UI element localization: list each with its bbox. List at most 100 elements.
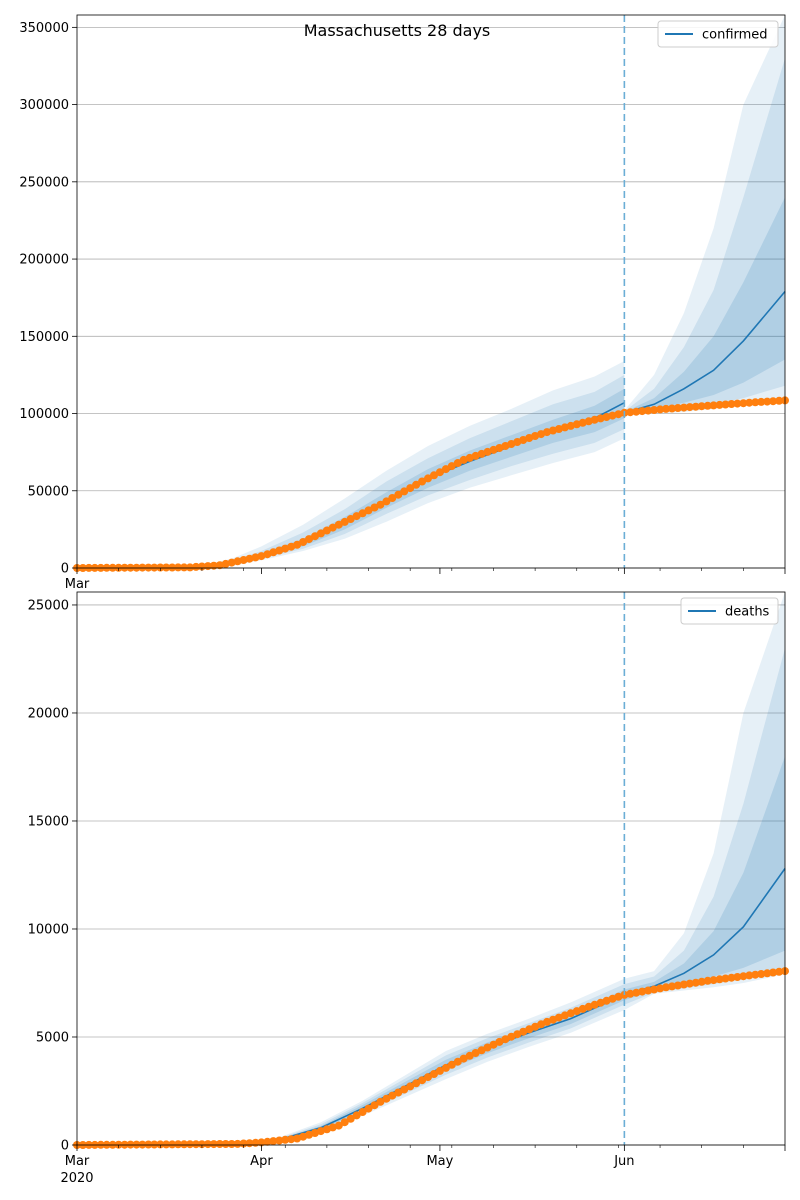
- deaths-observed-point: [263, 1137, 272, 1146]
- deaths-observed-point: [382, 1094, 391, 1103]
- deaths-x-tick-label: Jun: [613, 1154, 634, 1169]
- deaths-observed-point: [709, 976, 718, 985]
- confirmed-legend: confirmed: [657, 20, 779, 48]
- confirmed-observed-point: [418, 477, 427, 486]
- confirmed-observed-point: [281, 544, 290, 553]
- confirmed-observed-point: [668, 404, 676, 413]
- confirmed-observed-point: [745, 398, 754, 407]
- deaths-axes-frame: [76, 591, 786, 1146]
- confirmed-observed-point: [340, 517, 349, 526]
- deaths-x-tick-label: Mar: [65, 1154, 90, 1169]
- deaths-observed-point: [507, 1032, 516, 1041]
- confirmed-observed-point: [566, 421, 575, 430]
- confirmed-observed-point: [299, 538, 308, 546]
- deaths-observed-point: [364, 1104, 373, 1113]
- deaths-observed-point: [305, 1130, 313, 1139]
- deaths-observed: [73, 967, 789, 1149]
- confirmed-y-tick-label: 250000: [19, 175, 69, 190]
- confirmed-x-axis: Mar: [65, 568, 786, 592]
- deaths-observed-point: [239, 1139, 248, 1148]
- deaths-observed-point: [632, 988, 641, 997]
- deaths-y-tick-label: 15000: [28, 814, 69, 829]
- confirmed-observed-point: [769, 397, 778, 406]
- deaths-y-tick-label: 20000: [28, 706, 69, 721]
- confirmed-observed-point: [150, 563, 159, 572]
- confirmed-observed-point: [578, 418, 587, 427]
- deaths-observed-point: [233, 1139, 242, 1148]
- deaths-observed-point: [180, 1140, 189, 1149]
- confirmed-observed-point: [328, 523, 337, 532]
- deaths-observed-point: [209, 1140, 218, 1149]
- deaths-observed-point: [203, 1140, 212, 1149]
- deaths-observed-point: [281, 1135, 290, 1144]
- deaths-observed-point: [221, 1140, 230, 1148]
- confirmed-observed-point: [447, 462, 456, 471]
- confirmed-band-3: [190, 361, 625, 568]
- confirmed-observed-point: [424, 474, 432, 483]
- confirmed-observed-point: [293, 540, 302, 549]
- deaths-observed-point: [739, 972, 748, 981]
- deaths-legend-box: [680, 597, 779, 625]
- confirmed-observed-point: [168, 563, 177, 572]
- deaths-y-tick-label: 5000: [36, 1030, 69, 1045]
- confirmed-observed-point: [614, 410, 623, 419]
- confirmed-observed-point: [221, 559, 230, 568]
- confirmed-observed-point: [364, 506, 373, 515]
- confirmed-observed-point: [632, 407, 641, 416]
- deaths-observed-point: [352, 1111, 361, 1120]
- deaths-observed-point: [745, 971, 754, 980]
- deaths-observed-point: [215, 1140, 224, 1148]
- confirmed-observed-point: [186, 563, 194, 572]
- confirmed-observed-point: [727, 400, 736, 408]
- deaths-observed-point: [156, 1140, 165, 1149]
- deaths-observed-point: [673, 981, 682, 990]
- deaths-observed-point: [721, 974, 730, 983]
- confirmed-x-tick-label: Mar: [65, 577, 90, 592]
- deaths-observed-point: [418, 1076, 427, 1085]
- confirmed-legend-box: [657, 20, 779, 48]
- confirmed-observed-point: [638, 407, 647, 416]
- deaths-legend: deaths: [680, 597, 779, 625]
- confirmed-observed-point: [543, 428, 551, 437]
- deaths-observed-point: [174, 1140, 183, 1149]
- confirmed-observed-point: [394, 490, 403, 499]
- deaths-observed-point: [662, 983, 670, 992]
- deaths-observed-point: [519, 1027, 528, 1036]
- deaths-x-tick-label: May: [426, 1154, 453, 1169]
- confirmed-observed-point: [257, 552, 266, 561]
- deaths-observed-point: [471, 1049, 480, 1057]
- deaths-observed-point: [727, 973, 736, 982]
- deaths-observed-point: [733, 973, 742, 981]
- deaths-observed-point: [186, 1140, 194, 1149]
- confirmed-observed-point: [305, 535, 313, 544]
- confirmed-observed-point: [180, 563, 189, 572]
- deaths-observed-point: [192, 1140, 200, 1149]
- deaths-observed-point: [715, 975, 724, 984]
- confirmed-observed-point: [709, 401, 718, 410]
- deaths-observed-point: [388, 1091, 397, 1100]
- deaths-x-tick-sublabel: 2020: [60, 1171, 93, 1186]
- confirmed-y-tick-label: 100000: [19, 407, 69, 422]
- confirmed-observed-point: [346, 515, 355, 523]
- confirmed-y-tick-label: 200000: [19, 253, 69, 268]
- deaths-observed-point: [697, 977, 706, 986]
- confirmed-observed-point: [644, 406, 653, 415]
- confirmed-observed-point: [650, 406, 659, 414]
- confirmed-observed-point: [721, 400, 730, 409]
- deaths-observed-point: [703, 976, 712, 985]
- confirmed-observed-point: [352, 512, 361, 521]
- confirmed-observed-point: [739, 399, 748, 408]
- deaths-observed-point: [162, 1140, 171, 1149]
- deaths-observed-point: [227, 1140, 236, 1148]
- confirmed-observed-point: [138, 563, 147, 572]
- confirmed-legend-label: confirmed: [702, 28, 768, 43]
- deaths-observed-point: [691, 978, 700, 987]
- confirmed-observed-point: [376, 500, 385, 509]
- confirmed-observed-point: [703, 401, 712, 410]
- deaths-observed-point: [269, 1137, 278, 1146]
- deaths-observed-point: [370, 1101, 379, 1110]
- confirmed-observed-point: [245, 554, 254, 563]
- confirmed-observed-point: [406, 484, 415, 493]
- deaths-observed-point: [453, 1057, 462, 1066]
- deaths-observed-point: [650, 985, 659, 994]
